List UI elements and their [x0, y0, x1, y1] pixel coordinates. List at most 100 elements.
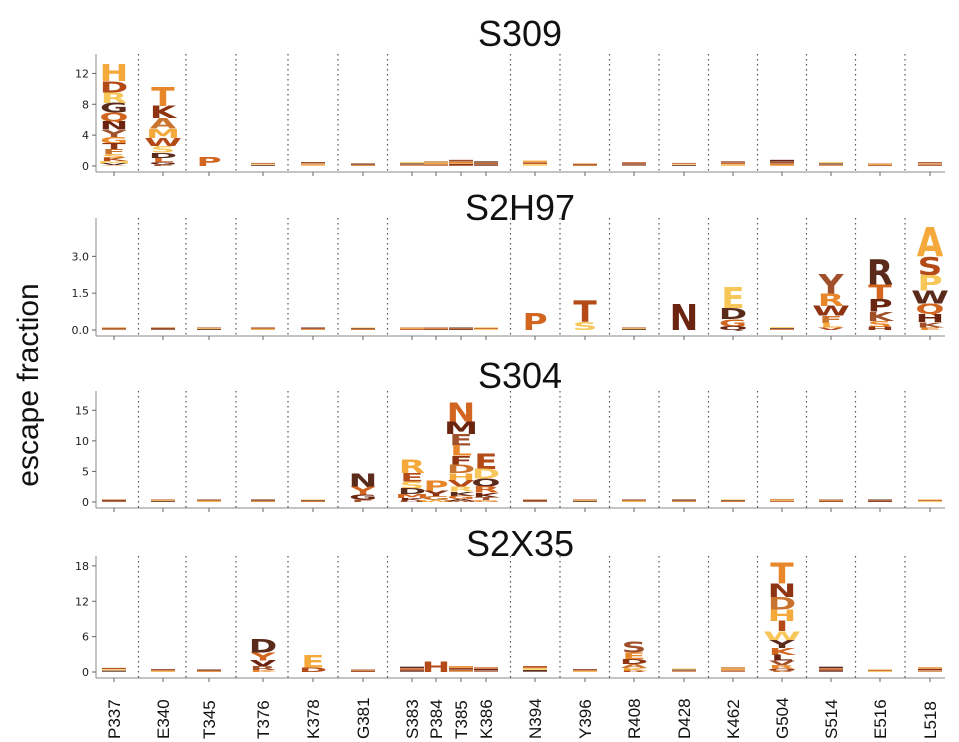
- logo-letter: K: [867, 310, 895, 325]
- logo-letter: V: [101, 163, 128, 166]
- logo-letter: T: [868, 280, 892, 304]
- logo-bar: [449, 666, 473, 668]
- logo-letter: S: [400, 480, 425, 491]
- logo-stack-t376: [251, 327, 275, 330]
- logo-letter: K: [769, 646, 798, 657]
- logo-stack-e516: [868, 499, 892, 502]
- logo-bar: [151, 327, 175, 329]
- logo-bar: [197, 501, 221, 502]
- logo-stack-g504: [770, 498, 794, 502]
- logo-bar: [622, 329, 646, 330]
- logo-letter: S: [151, 144, 176, 155]
- logo-bar: [449, 161, 473, 164]
- logo-letter: H: [447, 471, 476, 482]
- y-tick-label: 4: [82, 129, 89, 142]
- logo-stack-l518: [918, 667, 942, 672]
- x-tick-label: E340: [154, 699, 173, 739]
- logo-letter: T: [151, 83, 175, 113]
- logo-letter: E: [918, 327, 941, 331]
- logo-letter: H: [100, 60, 129, 87]
- logo-letter: R: [867, 253, 893, 293]
- logo-bar: [301, 501, 325, 502]
- logo-bar: [918, 164, 942, 166]
- logo-bar: [301, 328, 325, 330]
- logo-bar: [400, 163, 424, 165]
- logo-bar: [770, 498, 794, 500]
- logo-stack-s514: [819, 162, 843, 166]
- logo-bar: [400, 670, 424, 672]
- logo-stack-t345: [197, 669, 221, 672]
- logo-bar: [573, 164, 597, 166]
- logo-bar: [301, 327, 325, 329]
- y-tick-label: 8: [82, 98, 89, 111]
- x-tick-label: K386: [477, 699, 496, 739]
- logo-bar: [351, 328, 375, 330]
- logo-bar: [868, 670, 892, 672]
- logo-bar: [770, 500, 794, 502]
- logo-letter: Y: [349, 485, 376, 497]
- logo-letter: E: [301, 653, 324, 672]
- x-tick-label: E516: [871, 699, 890, 739]
- logo-stack-e340: [151, 327, 175, 330]
- logo-bar: [474, 327, 498, 329]
- logo-bar: [351, 164, 375, 166]
- logo-letter: G: [472, 500, 500, 503]
- logo-letter: L: [152, 157, 174, 163]
- logo-bar: [672, 163, 696, 165]
- logo-bar: [351, 329, 375, 330]
- x-tick-label: N394: [526, 698, 545, 739]
- logo-bar: [424, 327, 448, 329]
- y-tick-label: 1.5: [72, 287, 90, 300]
- logo-letter: D: [472, 467, 500, 482]
- logo-bar: [251, 501, 275, 502]
- logo-bar: [622, 163, 646, 165]
- logo-bar: [424, 328, 448, 330]
- logo-letter: E: [449, 431, 472, 449]
- logo-bar: [868, 164, 892, 166]
- logo-stack-t376: [251, 499, 275, 502]
- logo-bar: [474, 668, 498, 671]
- logo-bar: [523, 162, 547, 164]
- logo-bar: [102, 669, 126, 671]
- logo-letter: D: [620, 657, 648, 665]
- logo-stack-n394: P: [522, 308, 547, 335]
- logo-bar: [672, 670, 696, 672]
- logo-letter: A: [917, 219, 944, 266]
- y-axis-label: escape fraction: [12, 283, 45, 486]
- logo-bar: [197, 499, 221, 501]
- y-tick-label: 6: [82, 631, 89, 644]
- logo-letter: Y: [817, 269, 843, 301]
- logo-letter: W: [812, 304, 850, 319]
- logo-letter: A: [448, 498, 475, 501]
- logo-bar: [400, 164, 424, 166]
- logo-bar: [819, 670, 843, 672]
- logo-bar: [449, 159, 473, 162]
- logo-letter: K: [101, 157, 129, 162]
- logo-bar: [868, 669, 892, 671]
- logo-bar: [770, 159, 794, 162]
- logo-letter: F: [351, 499, 374, 503]
- logo-bar: [622, 164, 646, 166]
- logo-bar: [819, 668, 843, 670]
- y-tick-label: 5: [82, 465, 89, 478]
- logo-bar: [102, 327, 126, 329]
- logo-stack-d428: [672, 668, 696, 672]
- logo-bar: [102, 329, 126, 330]
- logo-bar: [251, 162, 275, 164]
- logo-bar: [672, 668, 696, 670]
- logo-letter: D: [100, 78, 128, 96]
- panel-s304: S304051015NYGFRESDMKHPYGWNMELFDHVRKGAWED…: [75, 355, 945, 512]
- logo-stack-k462: [721, 667, 745, 672]
- logo-bar: [449, 163, 473, 166]
- logo-bar: [819, 499, 843, 501]
- logo-bar: [301, 500, 325, 502]
- logo-bar: [301, 499, 325, 501]
- logo-bar: [301, 164, 325, 166]
- logo-letter: E: [474, 450, 497, 474]
- logo-letter: G: [149, 161, 177, 165]
- logo-letter: S: [102, 153, 127, 160]
- logo-letter: D: [447, 463, 475, 476]
